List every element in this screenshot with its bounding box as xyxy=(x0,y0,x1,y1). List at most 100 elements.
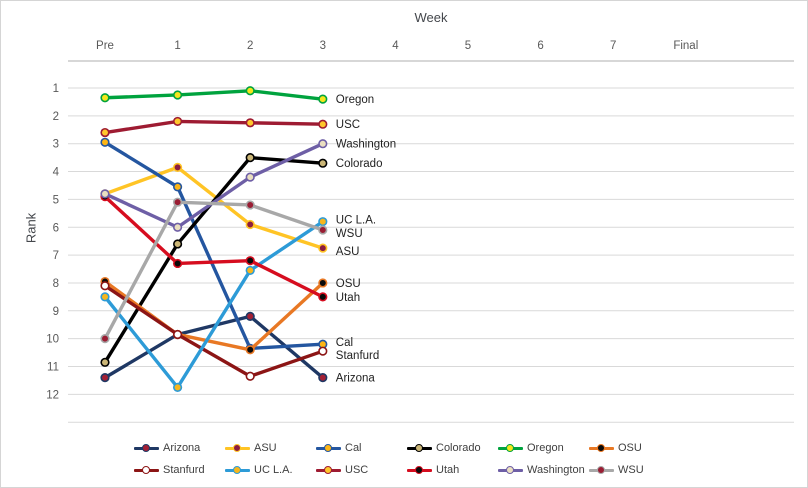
series-line-asu[interactable] xyxy=(103,165,325,250)
y-tick-label-11: 11 xyxy=(47,362,59,374)
legend-item-arizona[interactable]: Arizona xyxy=(134,442,225,454)
series-line-wsu[interactable] xyxy=(103,200,325,341)
series-marker-washington-pre[interactable] xyxy=(100,189,110,199)
y-tick-label-3: 3 xyxy=(53,139,59,151)
series-marker-washington-1[interactable] xyxy=(173,222,183,232)
series-marker-cal-1[interactable] xyxy=(173,182,183,192)
legend-line-swatch-osu xyxy=(589,444,614,452)
series-marker-colorado-pre[interactable] xyxy=(100,357,110,367)
legend-row-1: Arizona ASU Cal Colorado Oregon OSU xyxy=(134,437,680,459)
x-tick-label-4: 4 xyxy=(392,40,399,52)
series-marker-colorado-2[interactable] xyxy=(245,153,255,163)
legend-marker-swatch-uc-l-a xyxy=(233,466,241,474)
x-tick-label-6: 6 xyxy=(537,40,543,52)
legend-item-uc-l-a[interactable]: UC L.A. xyxy=(225,464,316,476)
legend-marker-swatch-wsu xyxy=(597,466,605,474)
series-label-osu: OSU xyxy=(336,278,361,290)
series-marker-wsu-1[interactable] xyxy=(173,197,183,207)
series-marker-usc-2[interactable] xyxy=(245,118,255,128)
series-marker-wsu-pre[interactable] xyxy=(100,334,110,344)
series-marker-stanfurd-3[interactable] xyxy=(318,346,328,356)
legend-item-oregon[interactable]: Oregon xyxy=(498,442,589,454)
series-marker-uc-l-a-1[interactable] xyxy=(173,382,183,392)
series-label-asu: ASU xyxy=(336,246,360,258)
legend-label-uc-l-a: UC L.A. xyxy=(254,464,293,476)
series-marker-asu-3[interactable] xyxy=(318,243,328,253)
series-marker-uc-l-a-2[interactable] xyxy=(245,265,255,276)
series-label-utah: Utah xyxy=(336,292,360,304)
legend-item-osu[interactable]: OSU xyxy=(589,442,680,454)
series-marker-usc-1[interactable] xyxy=(173,116,183,127)
series-marker-stanfurd-pre[interactable] xyxy=(100,281,110,291)
x-tick-label-pre: Pre xyxy=(96,40,114,52)
series-marker-arizona-3[interactable] xyxy=(318,373,328,383)
series-line-usc[interactable] xyxy=(103,119,325,135)
legend-label-oregon: Oregon xyxy=(527,442,564,454)
series-marker-arizona-2[interactable] xyxy=(245,311,255,321)
legend-line-swatch-usc xyxy=(316,466,341,474)
series-marker-usc-3[interactable] xyxy=(318,119,328,129)
y-tick-label-9: 9 xyxy=(53,306,59,318)
legend-label-asu: ASU xyxy=(254,442,277,454)
series-line-oregon[interactable] xyxy=(103,89,325,101)
series-marker-oregon-2[interactable] xyxy=(245,86,255,96)
series-line-cal[interactable] xyxy=(103,140,325,351)
legend-label-wsu: WSU xyxy=(618,464,644,476)
legend-item-colorado[interactable]: Colorado xyxy=(407,442,498,454)
series-marker-wsu-2[interactable] xyxy=(245,200,255,210)
series-line-uc-l-a[interactable] xyxy=(103,219,325,390)
series-marker-stanfurd-1[interactable] xyxy=(173,329,183,340)
series-line-stanfurd[interactable] xyxy=(103,284,325,378)
series-marker-utah-1[interactable] xyxy=(173,258,183,269)
legend-marker-swatch-asu xyxy=(233,444,241,452)
series-label-usc: USC xyxy=(336,119,360,131)
legend-line-swatch-cal xyxy=(316,444,341,452)
series-marker-wsu-3[interactable] xyxy=(318,225,328,235)
series-line-osu[interactable] xyxy=(103,279,325,352)
legend-item-wsu[interactable]: WSU xyxy=(589,464,680,476)
series-marker-colorado-3[interactable] xyxy=(318,158,328,168)
legend-item-asu[interactable]: ASU xyxy=(225,442,316,454)
series-label-wsu: WSU xyxy=(336,228,363,240)
legend-item-utah[interactable]: Utah xyxy=(407,464,498,476)
legend-row-2: Stanfurd UC L.A. USC Utah Washington WSU xyxy=(134,459,680,481)
series-marker-asu-1[interactable] xyxy=(173,162,183,172)
series-marker-usc-pre[interactable] xyxy=(100,127,110,138)
x-tick-label-1: 1 xyxy=(174,40,180,52)
series-label-uc-l-a: UC L.A. xyxy=(336,215,376,227)
legend-line-swatch-washington xyxy=(498,466,523,474)
legend-item-usc[interactable]: USC xyxy=(316,464,407,476)
legend-label-usc: USC xyxy=(345,464,369,476)
series-marker-uc-l-a-pre[interactable] xyxy=(100,292,110,302)
series-marker-uc-l-a-3[interactable] xyxy=(318,217,328,227)
legend-marker-swatch-utah xyxy=(415,466,423,474)
series-marker-osu-2[interactable] xyxy=(245,345,255,355)
legend-line-swatch-utah xyxy=(407,466,432,474)
legend-line-swatch-wsu xyxy=(589,466,614,474)
series-marker-asu-2[interactable] xyxy=(245,219,255,230)
series-marker-stanfurd-2[interactable] xyxy=(245,371,255,381)
series-marker-cal-pre[interactable] xyxy=(100,137,110,147)
series-line-washington[interactable] xyxy=(103,141,325,229)
series-marker-utah-3[interactable] xyxy=(318,292,328,302)
legend-item-washington[interactable]: Washington xyxy=(498,464,589,476)
series-marker-oregon-3[interactable] xyxy=(318,94,328,104)
legend-item-cal[interactable]: Cal xyxy=(316,442,407,454)
series-marker-oregon-pre[interactable] xyxy=(100,93,110,103)
x-tick-label-3: 3 xyxy=(320,40,326,52)
series-marker-osu-3[interactable] xyxy=(318,278,328,288)
y-tick-label-1: 1 xyxy=(53,83,59,95)
series-label-oregon: Oregon xyxy=(336,94,374,106)
series-marker-colorado-1[interactable] xyxy=(173,239,183,249)
series-line-utah[interactable] xyxy=(103,194,325,299)
series-marker-washington-3[interactable] xyxy=(318,139,328,149)
series-marker-washington-2[interactable] xyxy=(245,172,255,182)
legend-item-stanfurd[interactable]: Stanfurd xyxy=(134,464,225,476)
legend-marker-swatch-osu xyxy=(597,444,605,452)
legend-label-arizona: Arizona xyxy=(163,442,201,454)
series-marker-oregon-1[interactable] xyxy=(173,90,183,100)
x-tick-label-2: 2 xyxy=(247,40,253,52)
series-marker-utah-2[interactable] xyxy=(245,256,255,266)
series-marker-arizona-pre[interactable] xyxy=(100,373,110,383)
